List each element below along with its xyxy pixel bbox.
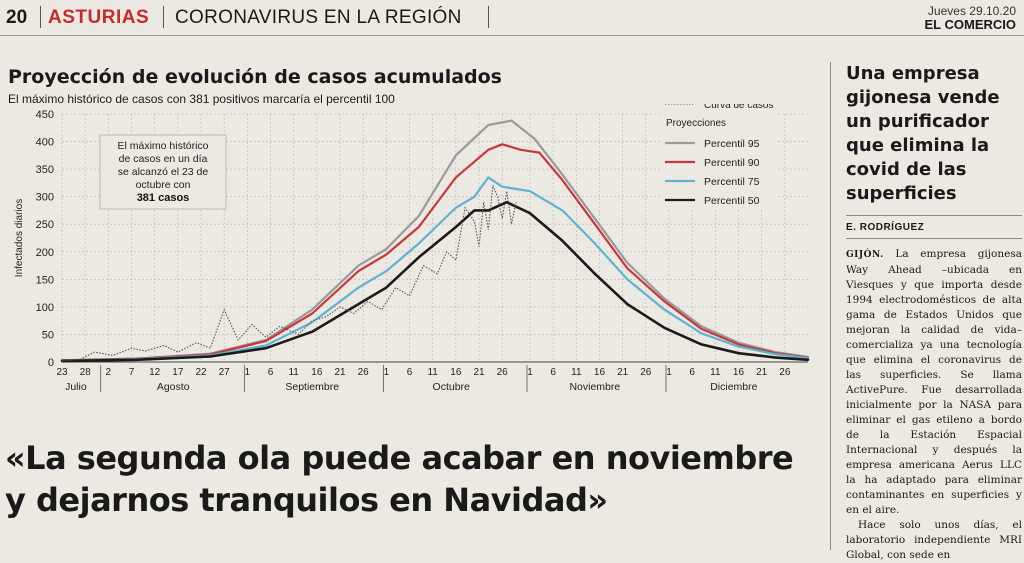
article-text: La empresa gijonesa Way Ahead –ubicada e… — [846, 248, 1022, 516]
quote-headline: «La segunda ola puede acabar en noviembr… — [5, 437, 825, 521]
x-tick-label: 21 — [473, 367, 485, 378]
article-paragraph: GIJÓN. La empresa gijonesa Way Ahead –ub… — [846, 247, 1022, 518]
annotation-text: octubre con — [136, 179, 191, 191]
annotation-box — [99, 134, 227, 210]
y-tick-label: 150 — [36, 274, 54, 286]
column-divider — [830, 62, 831, 550]
quote-line: «La segunda ola puede acabar en noviembr… — [5, 439, 794, 477]
header-separator — [488, 6, 489, 28]
annotation-text: de casos en un día — [119, 153, 208, 165]
month-label: Diciembre — [710, 381, 757, 393]
section-label: ASTURIAS — [48, 7, 150, 28]
page-header: 20 ASTURIAS CORONAVIRUS EN LA REGIÓN Jue… — [0, 0, 1024, 34]
observed-case-line — [61, 185, 517, 362]
month-label: Agosto — [157, 381, 190, 393]
y-tick-label: 200 — [36, 247, 54, 259]
x-tick-label: 12 — [149, 367, 161, 378]
annotation-text: se alcanzó el 23 de — [118, 166, 209, 178]
x-tick-label: 22 — [195, 367, 207, 378]
legend-background — [660, 104, 778, 209]
article-headline: Una empresa gijonesa vende un purificado… — [846, 63, 1000, 204]
x-tick-label: 16 — [594, 367, 606, 378]
x-tick-label: 6 — [689, 367, 695, 378]
quote-line: y dejarnos tranquilos en Navidad» — [5, 481, 608, 519]
article-paragraph: Hace solo unos días, el laboratorio inde… — [846, 519, 1022, 561]
y-tick-label: 50 — [42, 329, 54, 341]
x-tick-label: 6 — [407, 367, 413, 378]
x-tick-label: 11 — [571, 367, 582, 378]
x-tick-label: 11 — [288, 367, 299, 378]
header-separator — [40, 6, 41, 28]
x-tick-label: 6 — [268, 367, 274, 378]
x-tick-label: 26 — [640, 367, 652, 378]
y-tick-label: 350 — [36, 164, 54, 176]
series-line — [60, 200, 810, 363]
page-number: 20 — [6, 7, 28, 28]
y-tick-label: 250 — [36, 219, 54, 231]
x-tick-label: 1 — [245, 367, 251, 378]
series-line — [60, 119, 810, 362]
subsection-label: CORONAVIRUS EN LA REGIÓN — [175, 7, 462, 28]
x-tick-label: 21 — [334, 367, 346, 378]
x-tick-label: 26 — [358, 367, 370, 378]
issue-date: Jueves 29.10.20 — [927, 4, 1016, 18]
y-tick-label: 400 — [36, 137, 54, 149]
annotation-text: El máximo histórico — [117, 140, 208, 152]
projection-chart: 0 50 100 150 200 250 300 350 400 450 Infectados di… — [14, 104, 810, 393]
x-tick-label: 26 — [779, 367, 791, 378]
x-tick-label: 23 — [56, 367, 68, 378]
byline-rule — [846, 238, 1022, 239]
x-tick-label: 2 — [106, 367, 112, 378]
legend-projections-label: Proyecciones — [666, 118, 726, 129]
x-tick-label: 28 — [80, 367, 92, 378]
legend-label: Percentil 90 — [704, 157, 760, 169]
header-separator — [163, 6, 164, 28]
series-line — [60, 176, 810, 362]
y-tick-label: 100 — [36, 302, 54, 314]
chart-title: Proyección de evolución de casos acumula… — [8, 66, 502, 88]
x-tick-label: 16 — [733, 367, 745, 378]
x-tick-label: 21 — [756, 367, 768, 378]
y-tick-label: 300 — [36, 192, 54, 204]
x-tick-label: 1 — [384, 367, 390, 378]
x-tick-label: 11 — [427, 367, 438, 378]
month-label: Noviembre — [569, 381, 620, 393]
header-rule — [0, 35, 1024, 36]
y-axis-label: Infectados diarios — [14, 199, 25, 277]
legend-label: Percentil 50 — [704, 195, 760, 207]
annotation-highlight: 381 casos — [137, 192, 190, 204]
legend-label: Percentil 95 — [704, 138, 760, 150]
x-tick-label: 26 — [497, 367, 509, 378]
month-label: Septiembre — [285, 381, 339, 393]
x-tick-label: 16 — [311, 367, 323, 378]
article-body: GIJÓN. La empresa gijonesa Way Ahead –ub… — [846, 247, 1022, 563]
month-label: Julio — [65, 381, 87, 393]
y-tick-label: 450 — [36, 109, 54, 121]
y-tick-label: 0 — [48, 357, 54, 369]
newspaper-name: EL COMERCIO — [924, 17, 1017, 32]
month-label: Octubre — [433, 381, 471, 393]
x-tick-label: 7 — [129, 367, 135, 378]
x-tick-label: 1 — [666, 367, 672, 378]
x-tick-label: 17 — [172, 367, 184, 378]
x-tick-label: 21 — [617, 367, 629, 378]
legend-label-observed: Curva de casos — [704, 104, 773, 111]
x-tick-label: 27 — [219, 367, 231, 378]
x-tick-label: 1 — [527, 367, 533, 378]
article-dateline: GIJÓN. — [846, 250, 884, 260]
series-line — [60, 143, 810, 362]
article-byline: E. RODRÍGUEZ — [846, 222, 925, 233]
legend: Curva de casos Proyecciones Percentil 95 Pe… — [660, 104, 778, 209]
x-tick-label: 11 — [710, 367, 721, 378]
x-tick-label: 6 — [550, 367, 556, 378]
byline-rule — [846, 215, 1022, 216]
chart-subtitle: El máximo histórico de casos con 381 pos… — [8, 92, 395, 106]
legend-label: Percentil 75 — [704, 176, 760, 188]
x-tick-label: 16 — [450, 367, 462, 378]
